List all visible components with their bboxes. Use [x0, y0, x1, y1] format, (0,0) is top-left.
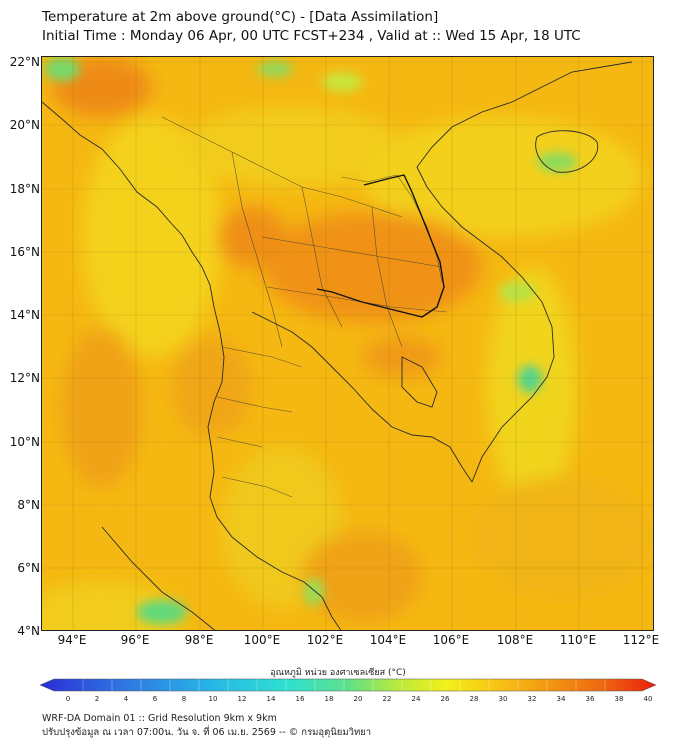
lon-label: 100°E: [243, 633, 281, 647]
cool-spot: [499, 282, 535, 302]
colorbar-tick: 36: [585, 695, 595, 703]
warm-zone: [182, 107, 402, 187]
coastlines: [42, 61, 633, 630]
colorbar-tick: 14: [266, 695, 276, 703]
national-border: [316, 174, 445, 318]
colorbar-tick: 18: [324, 695, 334, 703]
lon-label: 112°E: [622, 633, 660, 647]
lat-label: 16°N: [9, 245, 40, 259]
colorbar-title: อุณหภูมิ หน่วย องศาเซลเซียส (°C): [270, 668, 406, 678]
footer: WRF-DA Domain 01 :: Grid Resolution 9km …: [42, 712, 371, 740]
cool-spot: [304, 578, 324, 606]
lon-label: 96°E: [120, 633, 150, 647]
colorbar-tick: 0: [65, 695, 71, 703]
colorbar-tick: 12: [237, 695, 247, 703]
colorbar-tick: 32: [527, 695, 537, 703]
colorbar-tick: 16: [295, 695, 305, 703]
colorbar-tick: 4: [123, 695, 129, 703]
colorbar-tick: 8: [181, 695, 187, 703]
cool-spot: [322, 72, 362, 92]
lon-label: 104°E: [369, 633, 407, 647]
footer-line-2: ปรับปรุงข้อมูล ณ เวลา 07:00น. วัน จ. ที่…: [42, 727, 372, 738]
lat-label: 14°N: [9, 308, 40, 322]
colorbar-dividers: [82, 679, 606, 691]
cool-spot: [518, 365, 542, 393]
warm-zone: [82, 117, 222, 357]
colorbar-tick: 38: [614, 695, 624, 703]
hot-zone: [172, 337, 252, 437]
colorbar-tick: 26: [440, 695, 450, 703]
cool-spots: [44, 57, 577, 624]
warm-zone: [472, 477, 652, 597]
map-canvas: [42, 57, 653, 630]
colorbar-bar: [40, 678, 656, 692]
lon-label: 110°E: [559, 633, 597, 647]
colorbar-tick: 40: [643, 695, 653, 703]
hot-zone: [217, 207, 287, 267]
colorbar-tick: 22: [382, 695, 392, 703]
lon-label: 102°E: [306, 633, 344, 647]
lat-label: 10°N: [9, 435, 40, 449]
hot-zone: [262, 212, 482, 322]
lat-label: 6°N: [17, 561, 40, 575]
colorbar-tick: 6: [152, 695, 158, 703]
colorbar-tick: 10: [208, 695, 218, 703]
lat-label: 20°N: [9, 118, 40, 132]
colorbar-tick: 20: [353, 695, 363, 703]
colorbar-tick: 34: [556, 695, 566, 703]
cool-spot: [537, 152, 577, 172]
lon-label: 94°E: [57, 633, 87, 647]
lon-label: 108°E: [496, 633, 534, 647]
cool-spot: [137, 600, 187, 624]
colorbar-tick: 28: [469, 695, 479, 703]
graticule: [42, 57, 653, 630]
chart-title: Temperature at 2m above ground(°C) - [Da…: [42, 8, 581, 46]
cool-spot: [44, 57, 80, 81]
colorbar-tick: 24: [411, 695, 421, 703]
lat-label: 4°N: [17, 624, 40, 638]
colorbar-tick: 2: [94, 695, 100, 703]
cool-spot: [257, 61, 293, 77]
lon-label: 98°E: [184, 633, 214, 647]
temperature-map[interactable]: [41, 56, 654, 631]
colorbar: [40, 678, 656, 692]
lat-label: 22°N: [9, 55, 40, 69]
footer-line-1: WRF-DA Domain 01 :: Grid Resolution 9km …: [42, 713, 277, 724]
lat-label: 8°N: [17, 498, 40, 512]
lat-label: 12°N: [9, 371, 40, 385]
colorbar-tick: 30: [498, 695, 508, 703]
hot-zone: [62, 327, 142, 487]
hot-zone: [302, 532, 422, 622]
lon-label: 106°E: [432, 633, 470, 647]
lat-label: 18°N: [9, 182, 40, 196]
title-line-1: Temperature at 2m above ground(°C) - [Da…: [42, 9, 439, 25]
title-line-2: Initial Time : Monday 06 Apr, 00 UTC FCS…: [42, 28, 581, 44]
